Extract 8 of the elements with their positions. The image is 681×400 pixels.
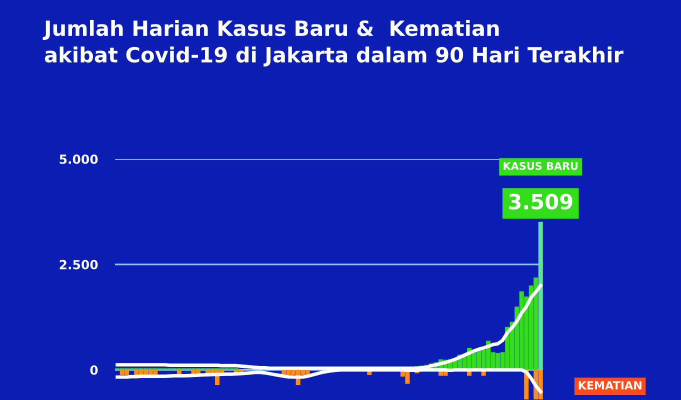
- chart-title: Jumlah Harian Kasus Baru & Kematian akibat Covid-19 di Jakarta dalam 90 Hari Terakhir: [42, 20, 624, 66]
- annotation: KASUS BARU: [504, 162, 578, 170]
- y-tick-label: 0: [90, 365, 98, 375]
- data-label: 3.509: [509, 194, 572, 210]
- y-tick-label: 5.000: [60, 154, 98, 164]
- text: KEMATIAN: [578, 381, 642, 390]
- bar: [538, 222, 543, 370]
- y-tick-label: 2.500: [60, 260, 98, 270]
